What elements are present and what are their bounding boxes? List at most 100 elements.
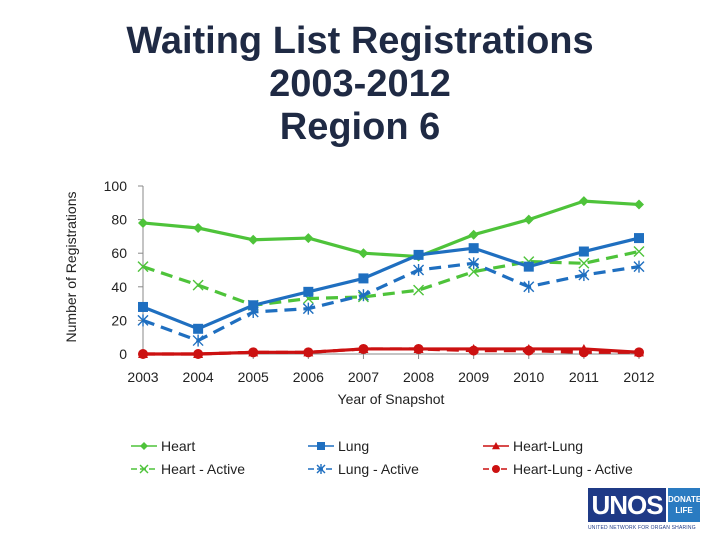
data-point-lung-active [192,334,204,347]
data-point-lung-active [302,302,314,315]
data-point-heart-active [578,257,590,269]
chart-title: Waiting List Registrations 2003-2012 Reg… [60,20,660,149]
legend-label: Heart-Lung - Active [513,461,633,477]
y-tick-label: 0 [119,346,127,362]
y-tick-label: 20 [111,312,127,328]
data-point-heart-lung-active [468,345,479,356]
legend-item-heart-lung-active: Heart-Lung - Active [483,461,633,477]
legend-label: Heart-Lung [513,438,583,454]
title-line-2: 2003-2012 [269,63,451,105]
x-tick-label: 2005 [238,369,269,385]
data-point-heart-lung-active [523,345,534,356]
legend-item-lung-active: Lung - Active [308,461,419,477]
title-line-1: Waiting List Registrations [126,20,594,62]
series-lung-active [137,257,645,347]
legend-swatch-marker [139,464,149,474]
logo-badge: DONATE LIFE [668,488,702,522]
data-point-heart-lung-active [413,343,424,354]
data-point-heart-active-stroke [633,246,645,258]
x-tick-label: 2004 [183,369,214,385]
y-tick-label: 40 [111,279,127,295]
series-line-heart-lung-active [143,347,639,356]
x-tick-label: 2012 [623,369,654,385]
data-point-lung-active [357,289,369,302]
x-axis-label: Year of Snapshot [338,391,445,407]
data-point-lung [358,273,369,284]
data-point-lung [634,233,644,244]
y-axis-label: Number of Registrations [63,192,79,343]
data-point-heart [523,214,534,225]
logo-badge-line1: DONATE [668,495,702,504]
data-point-heart [468,229,479,240]
x-tick-label: 2003 [127,369,158,385]
data-point-heart [358,248,369,259]
data-point-heart-active [413,284,425,296]
x-tick-label: 2010 [513,369,544,385]
data-point-heart-active [192,279,204,291]
data-point-lung-active [137,314,149,327]
x-tick-label: 2007 [348,369,379,385]
series-line-heart-active [142,249,640,307]
legend-swatch-marker [316,464,326,474]
x-tick-label: 2009 [458,369,489,385]
data-point-heart-lung-active [358,343,369,354]
data-point-heart-active [137,261,149,273]
legend-item-heart-active: Heart - Active [131,461,245,477]
logo-tagline: UNITED NETWORK FOR ORGAN SHARING [588,525,696,531]
data-point-lung [578,246,589,257]
x-tick-label: 2006 [293,369,324,385]
data-point-lung [193,323,204,334]
logo-badge-line2: LIFE [675,506,693,515]
legend-swatch-marker [140,442,148,450]
logo-wordmark: UNOS [588,488,666,522]
y-tick-label: 100 [104,178,128,194]
legend-swatch-marker [492,465,500,473]
legend: Heart Heart - Active Lung Lung - Active Hear… [131,438,633,477]
legend-item-heart-lung: Heart-Lung [483,438,583,454]
series-heart-lung-active [138,343,644,359]
data-point-heart [578,196,589,207]
legend-label: Heart [161,438,195,454]
data-point-heart-lung-active [193,349,204,359]
legend-swatch-marker-stroke [139,464,149,474]
series-heart [138,196,644,262]
legend-swatch-marker [492,442,500,450]
x-tick-label: 2008 [403,369,434,385]
series-heart-active [137,246,645,311]
data-point-heart [138,217,148,228]
data-point-heart [303,233,314,244]
data-point-heart-active [468,266,480,278]
data-point-heart [193,223,204,233]
data-point-lung-active [468,257,480,270]
data-point-lung [303,286,314,297]
legend-item-lung: Lung [308,438,369,454]
data-point-heart-lung-active [248,347,259,358]
legend-label: Lung - Active [338,461,419,477]
series-line-lung-active [142,261,640,343]
x-tick-label: 2011 [569,369,599,385]
legend-label: Lung [338,438,369,454]
data-point-heart-active-stroke [192,279,204,291]
data-point-lung [468,243,479,254]
data-point-heart-lung-active [634,347,644,358]
series-lung [138,233,644,334]
data-point-heart-active-stroke [468,266,480,278]
y-tick-label: 80 [111,212,127,228]
data-point-lung-active [413,264,425,276]
data-point-lung-active [578,269,590,282]
data-point-lung-active [523,280,535,293]
data-point-heart-lung-active [138,349,148,359]
data-point-heart-lung-active [303,347,314,358]
data-point-lung-active [247,306,259,318]
legend-swatch-marker [317,442,325,450]
data-point-heart [248,234,259,245]
data-point-heart-active [633,246,645,258]
legend-label: Heart - Active [161,461,245,477]
unos-logo: UNOS DONATE LIFE UNITED NETWORK FOR ORGA… [588,488,704,534]
data-point-heart-active-stroke [137,261,149,273]
title-line-3: Region 6 [279,106,441,148]
data-point-lung-active [633,260,645,273]
data-point-heart-active-stroke [413,284,425,296]
